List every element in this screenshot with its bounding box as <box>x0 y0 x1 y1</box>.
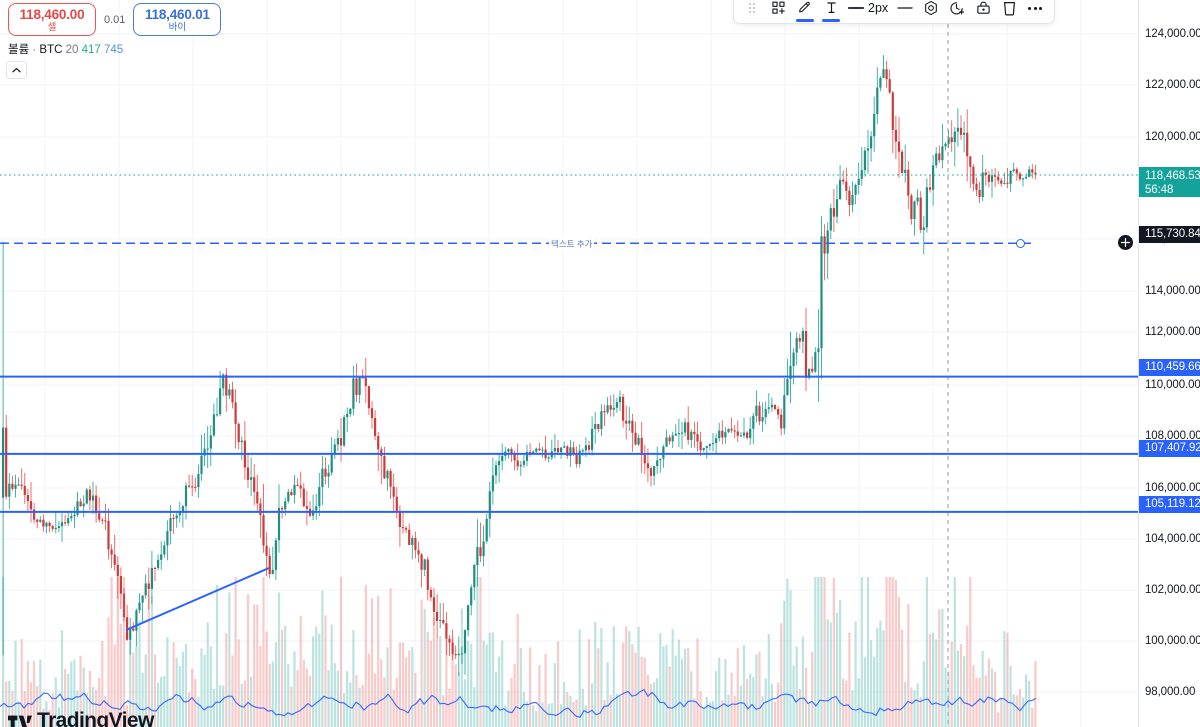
lock-icon <box>976 1 990 14</box>
collapse-pane-button[interactable] <box>6 61 27 79</box>
grip-dots-icon <box>749 3 755 13</box>
level-badge-107407[interactable]: 107,407.92 <box>1139 440 1200 457</box>
ray-text-label[interactable]: 텍스트 추가 <box>549 238 595 250</box>
drag-handle[interactable] <box>741 0 765 20</box>
last-price-badge[interactable]: 118,468.53 56:48 <box>1139 167 1200 197</box>
chart-plot[interactable] <box>0 0 1138 727</box>
candles-up <box>2 55 1031 676</box>
ray-endpoint-handle[interactable] <box>1016 239 1025 248</box>
dash-icon <box>897 7 913 9</box>
price-axis-tick: 124,000.00 <box>1145 28 1200 40</box>
settings-button[interactable] <box>919 0 943 20</box>
price-axis-tick: 112,000.00 <box>1145 326 1200 338</box>
badge-value: 107,407.92 <box>1145 442 1200 454</box>
drawing-toolbar[interactable]: 2px <box>733 0 1056 24</box>
price-axis-tick: 114,000.00 <box>1145 285 1200 297</box>
crosshair-price-badge[interactable]: 115,730.84 <box>1139 226 1200 243</box>
active-color-swatch <box>822 19 840 22</box>
add-alert-plus-icon[interactable] <box>1117 234 1134 251</box>
level-badge-110459[interactable]: 110,459.66 <box>1139 359 1200 376</box>
text-color-button[interactable] <box>819 0 843 22</box>
volume-title: 볼륨 <box>8 44 30 56</box>
buy-label: 바이 <box>168 22 187 33</box>
price-axis-tick: 106,000.00 <box>1145 482 1200 494</box>
text-underline-icon <box>826 2 836 13</box>
buy-quote-box[interactable]: 118,460.01 바이 <box>133 3 222 36</box>
sell-quote-box[interactable]: 118,460.00 셀 <box>8 3 96 36</box>
price-axis-tick: 120,000.00 <box>1145 131 1200 143</box>
sell-label: 셀 <box>47 22 57 33</box>
add-object-button[interactable] <box>767 0 791 20</box>
lock-button[interactable] <box>971 0 995 20</box>
volume-symbol: BTC <box>39 44 63 56</box>
pencil-color-button[interactable] <box>793 0 817 22</box>
candles-down <box>5 60 1037 661</box>
tradingview-logo-icon <box>8 715 32 727</box>
badge-value: 110,459.66 <box>1145 361 1200 373</box>
active-color-swatch <box>796 19 814 22</box>
badge-value: 118,468.53 <box>1145 170 1200 182</box>
alert-button[interactable] <box>945 0 969 20</box>
quote-legend: 118,460.00 셀 0.01 118,460.01 바이 <box>8 3 222 36</box>
price-axis[interactable]: 124,000.00122,000.00120,000.00116,000.00… <box>1138 0 1200 727</box>
buy-price: 118,460.01 <box>145 7 210 22</box>
ellipsis-icon <box>1028 6 1043 10</box>
badge-value: 115,730.84 <box>1145 228 1200 240</box>
chevron-up-icon <box>12 67 21 73</box>
volume-value-b: 745 <box>104 44 124 56</box>
volume-separator: · <box>32 44 37 56</box>
price-axis-tick: 110,000.00 <box>1145 379 1200 391</box>
line-width-button[interactable]: 2px <box>845 0 891 20</box>
price-axis-tick: 98,000.00 <box>1145 686 1196 698</box>
sell-price: 118,460.00 <box>19 7 85 22</box>
plus-glyph-icon <box>1120 237 1131 248</box>
volume-histogram <box>2 577 1037 727</box>
delete-button[interactable] <box>997 0 1021 20</box>
pencil-icon <box>799 1 810 13</box>
line-width-button-label: 2px <box>868 1 889 15</box>
tradingview-watermark: TradingView <box>8 709 154 727</box>
watermark-text: TradingView <box>37 709 154 727</box>
price-axis-tick: 102,000.00 <box>1145 584 1200 596</box>
price-axis-tick: 108,000.00 <box>1145 430 1200 442</box>
volume-length: 20 <box>65 44 79 56</box>
volume-value-a: 417 <box>81 44 101 56</box>
badge-value: 105,119.12 <box>1145 498 1200 510</box>
level-badge-105119[interactable]: 105,119.12 <box>1139 496 1200 513</box>
chart-canvas[interactable]: 텍스트 추가 TradingView <box>0 0 1138 727</box>
spread-value: 0.01 <box>104 13 126 26</box>
more-button[interactable] <box>1023 0 1047 20</box>
squares-plus-icon <box>771 1 785 14</box>
price-axis-tick: 104,000.00 <box>1145 533 1200 545</box>
line-style-button[interactable] <box>893 0 917 20</box>
trash-icon <box>1003 2 1015 16</box>
price-axis-tick: 122,000.00 <box>1145 79 1200 91</box>
badge-countdown: 56:48 <box>1145 184 1174 196</box>
price-axis-tick: 100,000.00 <box>1145 635 1200 647</box>
gear-icon <box>925 0 938 16</box>
line-icon <box>848 7 864 9</box>
volume-indicator-legend[interactable]: 볼륨 · BTC 20 417 745 <box>8 41 123 57</box>
clock-plus-icon <box>950 2 965 15</box>
